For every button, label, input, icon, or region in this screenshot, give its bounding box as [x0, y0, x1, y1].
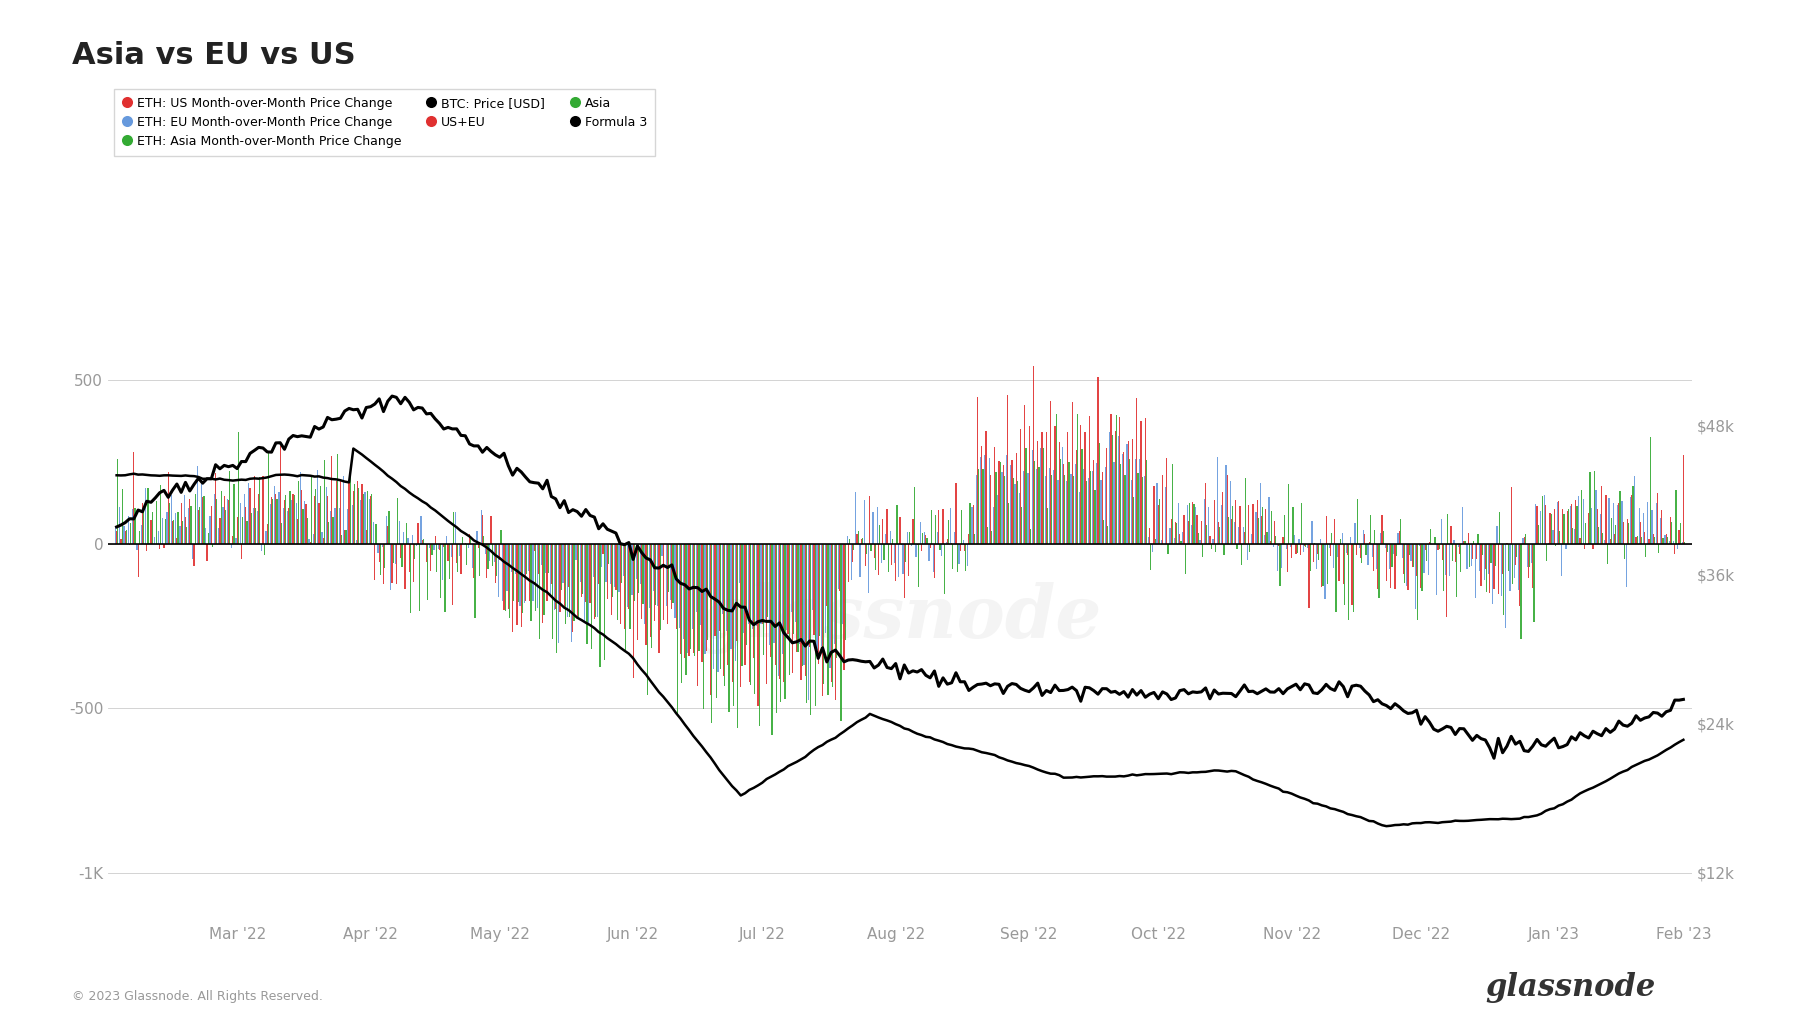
Text: © 2023 Glassnode. All Rights Reserved.: © 2023 Glassnode. All Rights Reserved. — [72, 990, 322, 1003]
Text: Asia vs EU vs US: Asia vs EU vs US — [72, 41, 356, 70]
Text: glassnode: glassnode — [698, 581, 1102, 654]
Text: glassnode: glassnode — [1485, 971, 1656, 1003]
Legend: ETH: US Month-over-Month Price Change, ETH: EU Month-over-Month Price Change, ET: ETH: US Month-over-Month Price Change, E… — [113, 89, 655, 156]
